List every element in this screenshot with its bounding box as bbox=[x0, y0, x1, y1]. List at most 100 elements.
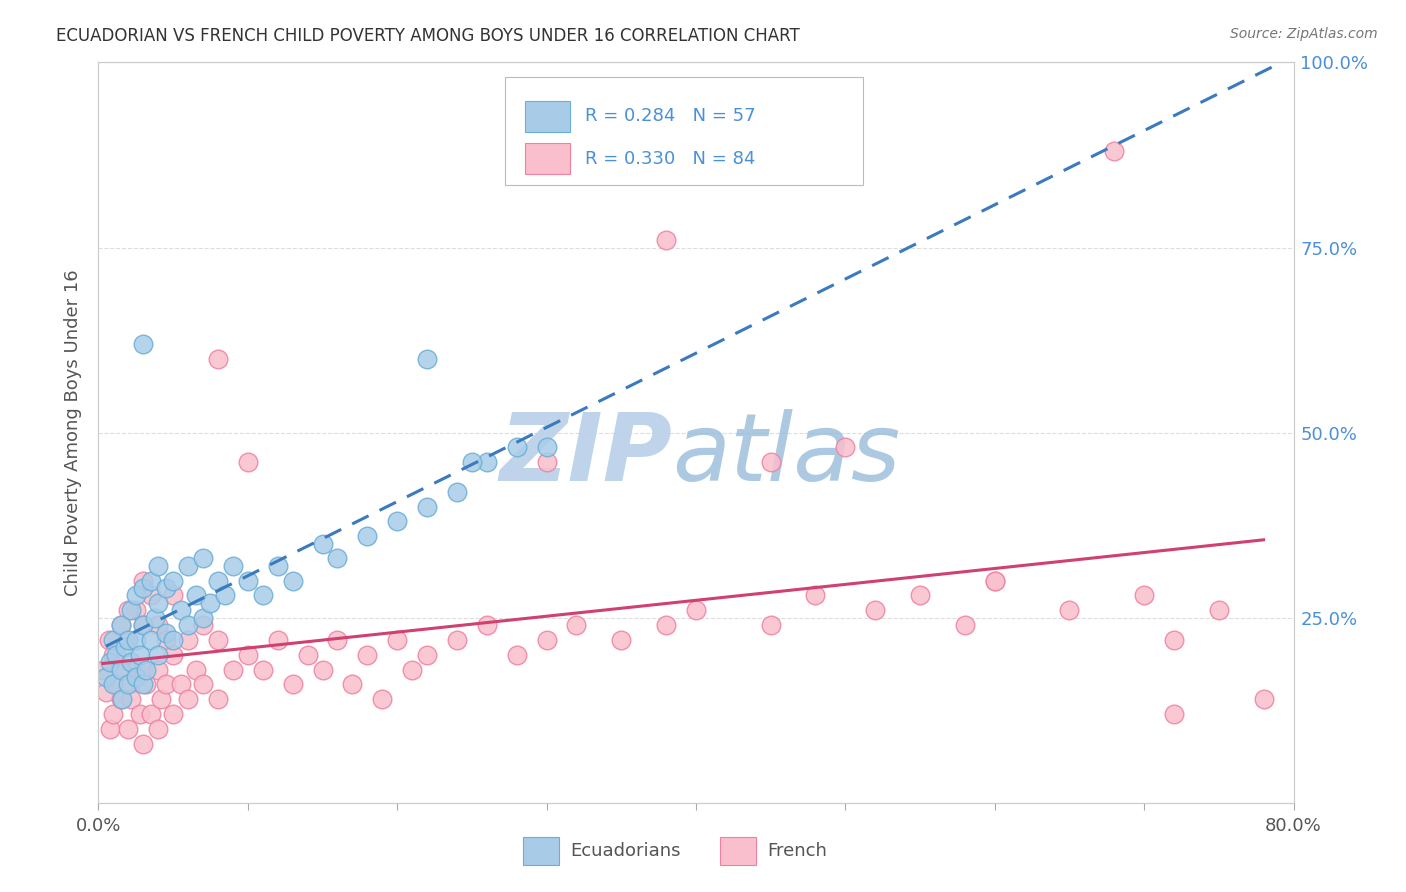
Point bbox=[953, 618, 976, 632]
Point bbox=[908, 589, 931, 603]
Point bbox=[214, 589, 236, 603]
Point bbox=[207, 692, 229, 706]
Point bbox=[139, 632, 162, 647]
Point bbox=[125, 603, 148, 617]
Point bbox=[125, 632, 148, 647]
Point bbox=[103, 632, 125, 647]
Point bbox=[105, 648, 128, 662]
Point bbox=[610, 632, 633, 647]
Point bbox=[804, 589, 827, 603]
Point bbox=[110, 618, 132, 632]
Point bbox=[385, 515, 409, 529]
Point bbox=[297, 648, 319, 662]
Text: R = 0.284   N = 57: R = 0.284 N = 57 bbox=[585, 108, 755, 126]
Point bbox=[1163, 706, 1185, 721]
Point bbox=[117, 632, 139, 647]
Point bbox=[207, 574, 229, 588]
Point bbox=[416, 648, 439, 662]
Point bbox=[311, 536, 333, 550]
Point bbox=[114, 640, 136, 655]
Point bbox=[1059, 603, 1081, 617]
Point bbox=[129, 706, 152, 721]
Bar bbox=[720, 837, 756, 865]
Point bbox=[356, 648, 378, 662]
Point bbox=[984, 574, 1007, 588]
Point bbox=[117, 677, 139, 691]
Point bbox=[191, 610, 214, 624]
Y-axis label: Child Poverty Among Boys Under 16: Child Poverty Among Boys Under 16 bbox=[65, 269, 83, 596]
Point bbox=[132, 336, 155, 351]
Point bbox=[135, 663, 157, 677]
Point bbox=[252, 663, 274, 677]
Point bbox=[416, 351, 439, 366]
Point bbox=[125, 663, 148, 677]
Point bbox=[148, 663, 170, 677]
Point bbox=[236, 574, 259, 588]
Point bbox=[1104, 145, 1126, 159]
Point bbox=[191, 551, 214, 566]
Point bbox=[103, 648, 125, 662]
Point bbox=[236, 648, 259, 662]
Point bbox=[191, 677, 214, 691]
FancyBboxPatch shape bbox=[505, 78, 863, 185]
Point bbox=[129, 648, 152, 662]
Point bbox=[401, 663, 423, 677]
Point bbox=[139, 574, 162, 588]
Point bbox=[177, 632, 200, 647]
Point bbox=[222, 663, 245, 677]
Point bbox=[281, 677, 304, 691]
Point bbox=[110, 692, 132, 706]
Point bbox=[135, 677, 157, 691]
Point bbox=[759, 455, 782, 469]
Point bbox=[1253, 692, 1275, 706]
Point bbox=[155, 632, 177, 647]
Point bbox=[207, 351, 229, 366]
Point bbox=[132, 574, 155, 588]
Text: French: French bbox=[768, 842, 828, 860]
Point bbox=[132, 581, 155, 595]
Point bbox=[834, 441, 856, 455]
Point bbox=[132, 737, 155, 751]
Point bbox=[236, 455, 259, 469]
Text: ZIP: ZIP bbox=[499, 409, 672, 500]
Text: R = 0.330   N = 84: R = 0.330 N = 84 bbox=[585, 150, 755, 168]
Point bbox=[267, 632, 290, 647]
Point bbox=[110, 618, 132, 632]
Point bbox=[117, 632, 139, 647]
Point bbox=[356, 529, 378, 543]
Bar bbox=[523, 837, 558, 865]
Point bbox=[759, 618, 782, 632]
Point bbox=[200, 596, 222, 610]
Point bbox=[150, 692, 173, 706]
Text: ECUADORIAN VS FRENCH CHILD POVERTY AMONG BOYS UNDER 16 CORRELATION CHART: ECUADORIAN VS FRENCH CHILD POVERTY AMONG… bbox=[56, 27, 800, 45]
Point bbox=[371, 692, 394, 706]
Point bbox=[222, 558, 245, 573]
Point bbox=[1133, 589, 1156, 603]
Point bbox=[326, 551, 349, 566]
Point bbox=[281, 574, 304, 588]
Point bbox=[139, 589, 162, 603]
Point bbox=[506, 648, 529, 662]
Point bbox=[191, 618, 214, 632]
Point bbox=[267, 558, 290, 573]
Point bbox=[97, 632, 120, 647]
Point bbox=[865, 603, 887, 617]
Point bbox=[446, 632, 468, 647]
Point bbox=[1163, 632, 1185, 647]
Point bbox=[177, 558, 200, 573]
Point bbox=[326, 632, 349, 647]
Point bbox=[1208, 603, 1230, 617]
Point bbox=[94, 685, 117, 699]
Point bbox=[162, 632, 184, 647]
Point bbox=[207, 632, 229, 647]
Point bbox=[446, 484, 468, 499]
Point bbox=[148, 618, 170, 632]
Point bbox=[177, 692, 200, 706]
Point bbox=[132, 618, 155, 632]
Point bbox=[120, 692, 142, 706]
Point bbox=[143, 610, 166, 624]
Point bbox=[385, 632, 409, 647]
Point bbox=[132, 663, 155, 677]
Point bbox=[148, 596, 170, 610]
Point bbox=[110, 663, 132, 677]
